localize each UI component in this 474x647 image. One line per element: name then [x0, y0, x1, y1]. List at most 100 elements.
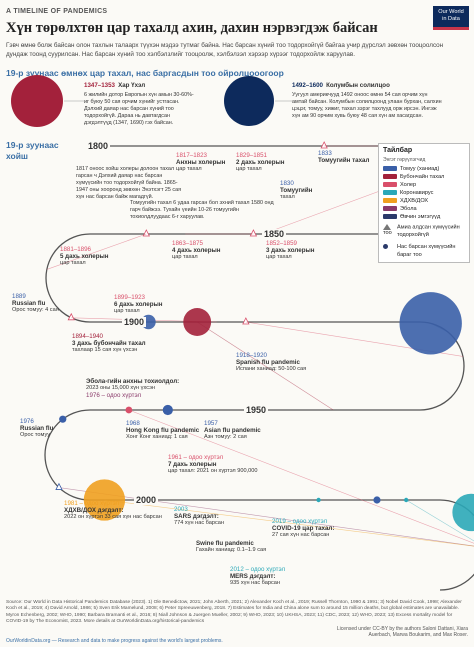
legend-label: ХДХВ/ДОХ: [400, 198, 429, 204]
legend-item: Холер: [383, 182, 416, 189]
event-name2: Орос томуу: 4 сая: [12, 307, 59, 313]
legend-item: Томуу (ханиад): [383, 166, 439, 173]
event-name: 3 дахь холерын: [266, 247, 315, 254]
event-label: 1817–1823 Анхны холерын цар тахал: [176, 152, 225, 173]
pandemic-duration-line: [104, 499, 474, 547]
page-title: Хүн төрөлхтөн цар тахалд ахин, дахин нэр…: [6, 20, 378, 36]
event-label: 1889 Russian flu Орос томуу: 4 сая: [12, 293, 59, 314]
pandemic-circle: [452, 493, 474, 532]
note-flu: Томуугийн тахал 6 удаа гарсан бол эхний …: [130, 200, 274, 220]
event-years: 1833: [318, 150, 332, 157]
pandemic-duration-line: [128, 409, 474, 544]
pandemic-marker-unknown: [142, 229, 150, 237]
eyebrow-label: A TIMELINE OF PANDEMICS: [6, 8, 108, 15]
event-name2: цар тахал: [114, 308, 140, 314]
event-years: 1918–1920: [236, 352, 267, 359]
event-name2: тахлаар 15 сая хүн үхсэн: [72, 347, 138, 353]
event-name2: Испани ханиад: 50-100 сая: [236, 366, 307, 372]
event-name: COVID-19 цар тахал:: [272, 525, 335, 532]
event-name2: 935 хүн нас барсан: [230, 580, 280, 586]
owid-logo[interactable]: Our World in Data: [433, 6, 469, 30]
section-early-title: 19-р зуунаас өмнөх цар тахал, нас баргас…: [6, 68, 284, 78]
event-label: 1968 Hong Kong flu pandemic Хонг Конг хани…: [126, 420, 199, 441]
pandemic-marker-unknown: [242, 317, 250, 325]
event-name2: цар тахал: [266, 254, 292, 260]
event-label: 1981 – одоо хүртэл ХДХВ/ДОХ дэгдэлт: 2022 …: [64, 500, 162, 521]
section-modern-title-2: хойш: [6, 151, 29, 161]
triangle-icon: [383, 224, 391, 230]
event-name2: 2023 оны 15,000 хүн үхсэн: [86, 385, 156, 391]
event-name2: Азн томуу: 2 сая: [204, 434, 247, 440]
event-name2: цар тахал: [172, 254, 198, 260]
legend-label: Бубончайн тахал: [400, 174, 445, 180]
legend-item: Эбола: [383, 206, 417, 213]
note-cholera: 1817 оноос хойш холеры долоон тахал гарс…: [76, 166, 182, 200]
event-name: Томуугийн: [280, 187, 313, 194]
legend-label: Холер: [400, 182, 417, 188]
event-years: 1976: [20, 418, 34, 425]
event-name2: Гахайн ханиад: 0.1–1.9 сая: [196, 547, 267, 553]
legend-subtitle: Энгэт гөрүүлэгчид: [383, 157, 426, 163]
black-death-circle: [11, 75, 63, 127]
logo-line1: Our World: [438, 9, 464, 15]
event-columbian-text: Уугуул америкчууд 1492 оноос өмнө 54 сая…: [292, 92, 442, 119]
event-name: 7 дахь холерын: [168, 461, 217, 468]
legend-label: Өвчин эмгэгүүд: [400, 214, 441, 220]
event-label: 1976 Russian flu Орос томуу: [20, 418, 53, 439]
event-years: 1852–1859: [266, 240, 297, 247]
pandemic-duration-line: [197, 321, 334, 411]
event-name: Хар Үхэл: [118, 82, 146, 89]
event-label: 2019 – одоо хүртэл COVID-19 цар тахал: 27 …: [272, 518, 334, 539]
event-label: Swine flu pandemic Гахайн ханиад: 0.1–1.9…: [196, 540, 266, 554]
event-years: 1817–1823: [176, 152, 207, 159]
event-name2: цар тахал: 2021 он хүртэл 900,000: [168, 468, 258, 474]
event-name: SARS дэгдэлт:: [174, 513, 219, 520]
event-name: Russian flu: [20, 425, 54, 432]
legend-item: Өвчин эмгэгүүд: [383, 214, 440, 221]
event-black-death-text: 6 жилийн дотор Европын хүн амын 30-60%-и…: [84, 92, 194, 126]
legend-swatch: [383, 174, 397, 180]
event-years: 2012 – одоо хүртэл: [230, 566, 286, 573]
event-label: 1957 Asian flu pandemic Азн томуу: 2 сая: [204, 420, 261, 441]
pandemic-circle: [162, 404, 173, 416]
legend-label: Эбола: [400, 206, 417, 212]
event-name: Spanish flu pandemic: [236, 359, 300, 366]
event-label: 1899–1923 6 дахь холерын цар тахал: [114, 294, 163, 315]
event-name2: цар тахал: [236, 166, 262, 172]
pandemic-marker-unknown: [67, 312, 75, 321]
pandemic-duration-line: [430, 323, 449, 333]
pandemic-marker-unknown: [249, 229, 258, 237]
page-subtitle: Гэвч өмнө болж байсан олон тахлын талаар…: [6, 42, 444, 58]
event-label: 1830 Томуугийн тахал: [280, 180, 312, 201]
event-label: 1918–1920 Spanish flu pandemic Испани хани…: [236, 352, 306, 373]
event-name2: тахал: [280, 194, 295, 200]
footer-site-link[interactable]: OurWorldinData.org — Research and data t…: [6, 638, 223, 644]
event-columbian: 1492–1600 Колумбын солилцоо: [292, 82, 390, 90]
legend-dot-2: бараг тоо: [397, 252, 422, 258]
legend-swatch: [383, 182, 397, 188]
event-label: 1833 Томуугийн тахал: [318, 150, 369, 164]
legend-label: Амиа алдсан хүмүүсийн тоо: [383, 224, 460, 237]
legend-unknown-2: тодорхойгүй: [397, 232, 429, 238]
event-name2: Хонг Конг ханиад: 1 сая: [126, 434, 188, 440]
event-label: 1881–1896 5 дахь холерын цар тахал: [60, 246, 109, 267]
footer-source: Source: Our World in Data Historical Pan…: [6, 600, 462, 624]
event-name: 6 дахь холерын: [114, 301, 163, 308]
legend-swatch: [383, 198, 397, 204]
event-label: 1852–1859 3 дахь холерын цар тахал: [266, 240, 315, 261]
year-label-1800: 1800: [86, 141, 111, 151]
pandemic-circle: [316, 497, 321, 503]
pandemic-duration-line: [46, 233, 147, 270]
pandemic-marker-unknown: [320, 141, 328, 149]
event-name: Томуугийн тахал: [318, 157, 370, 164]
legend-swatch: [383, 166, 397, 172]
event-name: 4 дахь холерын: [172, 247, 221, 254]
event-years: 1347–1353: [84, 82, 115, 89]
event-black-death: 1347–1353 Хар Үхэл: [84, 82, 145, 90]
year-label-2000: 2000: [134, 495, 159, 505]
pandemic-duration-line: [58, 487, 474, 547]
logo-line2: in Data: [442, 15, 460, 22]
event-name: 5 дахь холерын: [60, 253, 109, 260]
event-label: 2012 – одоо хүртэл MERS дэгдэлт: 935 хүн н…: [230, 566, 285, 587]
